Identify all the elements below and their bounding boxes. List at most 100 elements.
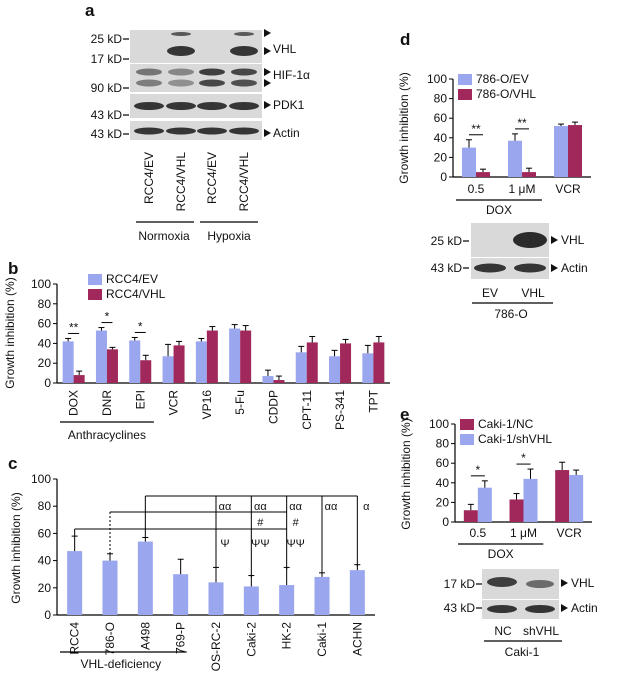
- band: [166, 102, 196, 110]
- group-label: Normoxia: [138, 229, 190, 243]
- y-tick-label: 40: [434, 131, 448, 145]
- group-label-dox: DOX: [488, 547, 514, 561]
- bar-vhl: [73, 375, 85, 383]
- protein-label-pdk1: PDK1: [273, 98, 305, 112]
- x-tick-label: Caki-2: [244, 622, 258, 657]
- panel-label-d: d: [400, 30, 410, 49]
- x-tick-label: 0.5: [468, 182, 485, 196]
- size-label: 43 kD: [444, 601, 476, 615]
- bar-ev: [329, 356, 341, 383]
- band: [487, 577, 517, 587]
- arrow-marker: [561, 579, 568, 587]
- bar-vhl: [173, 345, 185, 383]
- bar-shvhl: [569, 474, 584, 522]
- bar-ev: [229, 328, 241, 383]
- legend-label: Caki-1/NC: [478, 417, 534, 431]
- panel-label-c: c: [8, 454, 17, 473]
- bar-ev: [195, 341, 207, 383]
- protein-label-vhl: VHL: [571, 576, 595, 590]
- bar-vhl: [373, 342, 385, 383]
- significance-mark: #: [257, 517, 264, 529]
- bar-cell-line: [173, 574, 189, 615]
- size-label: 43 kD: [431, 261, 463, 275]
- y-tick-label: 80: [436, 437, 450, 451]
- panel-label-e: e: [400, 405, 409, 424]
- x-tick-label: RCC4: [68, 622, 82, 655]
- bar-nc: [509, 499, 524, 522]
- x-tick-label: EPI: [133, 390, 147, 409]
- band: [231, 79, 257, 87]
- protein-label-actin: Actin: [561, 261, 588, 275]
- band: [526, 580, 554, 588]
- bar-ev: [295, 352, 307, 383]
- y-tick-label: 0: [44, 608, 51, 622]
- x-tick-label: Caki-1: [315, 622, 329, 657]
- band: [234, 32, 254, 36]
- band: [168, 68, 194, 76]
- band: [514, 263, 546, 273]
- lane-label: NC: [494, 624, 512, 638]
- size-label: 17 kD: [91, 52, 123, 66]
- y-tick-label: 100: [429, 417, 449, 431]
- band: [199, 79, 225, 87]
- y-tick-label: 100: [427, 72, 447, 86]
- bar-ev: [129, 340, 141, 383]
- significance-mark: αα: [289, 501, 302, 513]
- x-tick-label: 1 μM: [509, 182, 536, 196]
- lane-label: shVHL: [523, 624, 559, 638]
- arrow-marker: [264, 47, 271, 55]
- legend-label: 786-O/EV: [476, 72, 529, 86]
- y-tick-label: 60: [434, 111, 448, 125]
- y-tick-label: 100: [31, 472, 51, 486]
- group-label-dox: DOX: [486, 203, 512, 217]
- bar-nc: [555, 470, 570, 522]
- bar-ev: [95, 330, 107, 383]
- arrow-marker: [264, 129, 271, 137]
- y-tick-label: 20: [436, 495, 450, 509]
- bar-cell-line: [102, 560, 118, 615]
- y-tick-label: 60: [436, 456, 450, 470]
- band: [487, 605, 517, 613]
- bar-vhl: [522, 172, 536, 177]
- bar-ev: [262, 376, 274, 383]
- x-tick-label: A498: [138, 622, 152, 650]
- legend-label: RCC4/EV: [106, 272, 158, 286]
- protein-label-vhl: VHL: [561, 233, 585, 247]
- bar-cell-line: [137, 541, 153, 615]
- bar-vhl: [140, 360, 152, 383]
- bar-ev: [362, 353, 374, 383]
- bar-cell-line: [349, 570, 365, 615]
- protein-label-hif: HIF-1α: [273, 68, 310, 82]
- size-label: 25 kD: [91, 32, 123, 46]
- x-tick-label: VCR: [167, 390, 181, 416]
- group-label-anthracyclines: Anthracyclines: [68, 428, 146, 442]
- band: [229, 127, 259, 135]
- bar-vhl: [476, 172, 490, 177]
- legend-swatch: [460, 434, 474, 445]
- bar-vhl: [240, 330, 252, 383]
- band: [166, 127, 196, 135]
- band: [513, 232, 547, 248]
- x-tick-label: VCR: [556, 526, 582, 540]
- y-tick-label: 100: [31, 277, 51, 291]
- significance-mark: *: [475, 463, 480, 477]
- bar-nc: [463, 510, 478, 522]
- significance-mark: αα: [325, 501, 338, 513]
- x-tick-label: TPT: [366, 389, 380, 412]
- significance-mark: *: [138, 319, 143, 333]
- arrow-marker: [264, 101, 271, 109]
- bar-vhl: [273, 380, 285, 383]
- bar-ev: [554, 126, 568, 177]
- significance-mark: **: [517, 116, 527, 130]
- protein-label-actin: Actin: [571, 601, 598, 615]
- significance-mark: αα: [254, 501, 267, 513]
- size-label: 43 kD: [91, 127, 123, 141]
- y-axis-label: Growth inhibition (%): [3, 277, 17, 388]
- band: [199, 68, 225, 76]
- size-label: 25 kD: [431, 234, 463, 248]
- bar-cell-line: [67, 551, 83, 615]
- band: [231, 68, 257, 76]
- band: [230, 46, 258, 56]
- x-tick-label: 1 μM: [510, 526, 537, 540]
- blot-strip: [130, 121, 262, 140]
